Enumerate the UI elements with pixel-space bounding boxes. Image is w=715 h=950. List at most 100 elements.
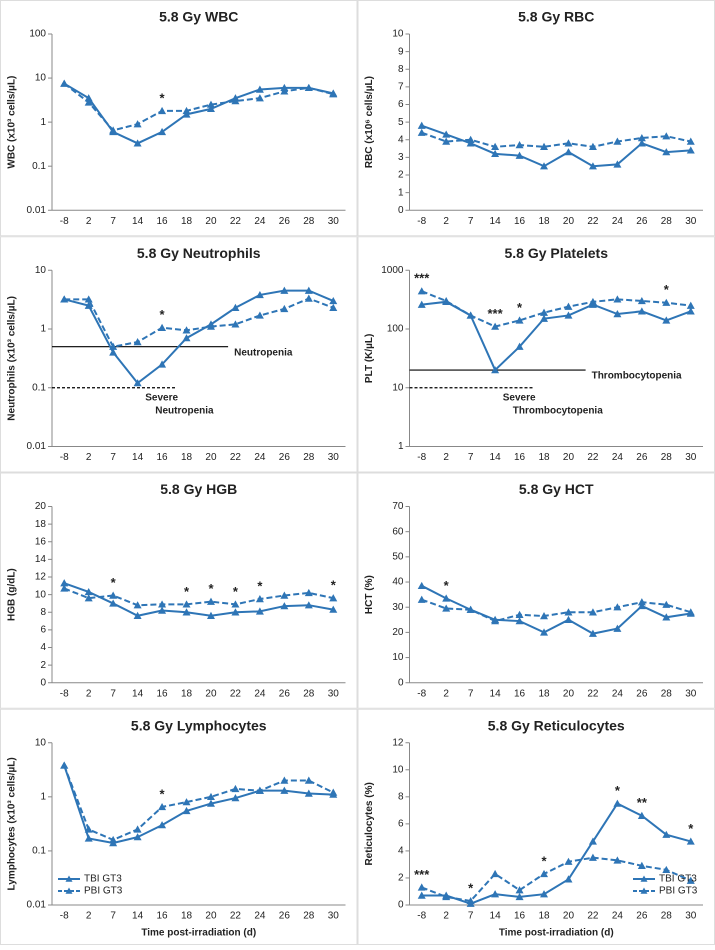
marker: [417, 891, 426, 899]
marker: [109, 835, 118, 844]
x-tick-label: 2: [86, 911, 92, 922]
marker: [417, 121, 426, 129]
marker: [442, 137, 451, 145]
y-tick-label: 3: [398, 152, 404, 163]
marker: [304, 294, 313, 302]
marker: [515, 316, 524, 324]
y-tick-label: 16: [35, 536, 47, 547]
marker: [158, 360, 167, 368]
x-tick-label: 16: [157, 216, 169, 227]
panel-title: 5.8 Gy Reticulocytes: [488, 717, 625, 733]
legend-label: TBI GT3: [84, 874, 122, 885]
marker: [133, 379, 142, 387]
x-tick-label: -8: [60, 911, 69, 922]
x-tick-label: 30: [328, 911, 340, 922]
marker: [158, 323, 167, 331]
y-tick-label: 12: [392, 737, 404, 748]
y-tick-label: 0.01: [27, 441, 47, 452]
x-tick-label: 14: [490, 216, 502, 227]
significance-marker: *: [233, 584, 239, 599]
y-tick-label: 0.1: [32, 382, 46, 393]
x-tick-label: 2: [443, 911, 449, 922]
x-tick-label: 30: [685, 688, 697, 699]
marker: [182, 106, 191, 115]
x-tick-label: 24: [612, 911, 624, 922]
y-tick-label: 8: [398, 791, 404, 802]
x-tick-label: 2: [443, 688, 449, 699]
marker: [182, 806, 191, 815]
y-tick-label: 70: [392, 501, 404, 512]
y-tick-label: 5: [398, 117, 404, 128]
y-tick-label: 0: [398, 900, 404, 911]
panel-title: 5.8 Gy WBC: [159, 9, 238, 25]
x-tick-label: 30: [685, 452, 697, 463]
x-tick-label: 20: [205, 688, 217, 699]
marker: [588, 142, 597, 150]
marker: [613, 603, 622, 611]
marker: [564, 311, 573, 319]
x-tick-label: 30: [685, 216, 697, 227]
x-tick-label: 18: [538, 688, 550, 699]
legend-label: PBI GT3: [659, 886, 698, 897]
x-tick-label: 2: [86, 688, 92, 699]
marker: [686, 307, 695, 315]
marker: [280, 304, 289, 313]
marker: [182, 600, 191, 608]
marker: [515, 342, 524, 350]
marker: [255, 311, 264, 319]
legend-marker: [640, 887, 648, 894]
marker: [206, 322, 215, 330]
panel-border: [357, 472, 715, 709]
x-tick-label: 20: [205, 216, 217, 227]
series-line: [421, 584, 691, 635]
marker: [540, 142, 549, 150]
x-tick-label: 28: [303, 688, 315, 699]
marker: [637, 139, 646, 147]
y-tick-label: 30: [392, 602, 404, 613]
x-tick-label: 28: [661, 911, 673, 922]
x-tick-label: 18: [181, 911, 193, 922]
marker: [442, 594, 451, 602]
marker: [491, 890, 500, 898]
x-tick-label: 18: [181, 452, 193, 463]
x-tick-label: -8: [60, 216, 69, 227]
y-tick-label: 6: [398, 819, 404, 830]
y-tick-label: 12: [35, 572, 47, 583]
x-tick-label: 24: [612, 452, 624, 463]
y-tick-label: 2: [398, 170, 404, 181]
marker: [206, 100, 215, 108]
marker: [564, 608, 573, 616]
panel-border: [0, 0, 358, 237]
marker: [60, 584, 69, 592]
marker: [158, 106, 167, 115]
panel-border: [0, 236, 358, 473]
x-tick-label: 7: [110, 452, 116, 463]
marker: [417, 595, 426, 603]
y-tick-label: 10: [35, 265, 47, 276]
y-tick-label: 1000: [381, 265, 404, 276]
series-line: [63, 587, 334, 607]
marker: [84, 98, 93, 106]
y-tick-label: 7: [398, 82, 404, 93]
panel-border: [357, 236, 715, 473]
marker: [231, 320, 240, 328]
x-tick-label: 30: [685, 911, 697, 922]
significance-marker: *: [517, 300, 523, 315]
y-tick-label: 0: [398, 677, 404, 688]
marker: [182, 326, 191, 334]
x-tick-label: 14: [490, 911, 502, 922]
marker: [491, 869, 500, 878]
marker: [255, 607, 264, 615]
x-tick-label: -8: [60, 452, 69, 463]
x-tick-label: 26: [636, 911, 648, 922]
marker: [442, 130, 451, 138]
marker: [613, 624, 622, 632]
marker: [540, 162, 549, 170]
significance-marker: *: [208, 581, 214, 596]
marker: [182, 798, 191, 806]
x-tick-label: -8: [417, 688, 426, 699]
marker: [206, 597, 215, 605]
x-tick-label: 18: [181, 216, 193, 227]
marker: [158, 600, 167, 608]
y-tick-label: 10: [35, 737, 47, 748]
